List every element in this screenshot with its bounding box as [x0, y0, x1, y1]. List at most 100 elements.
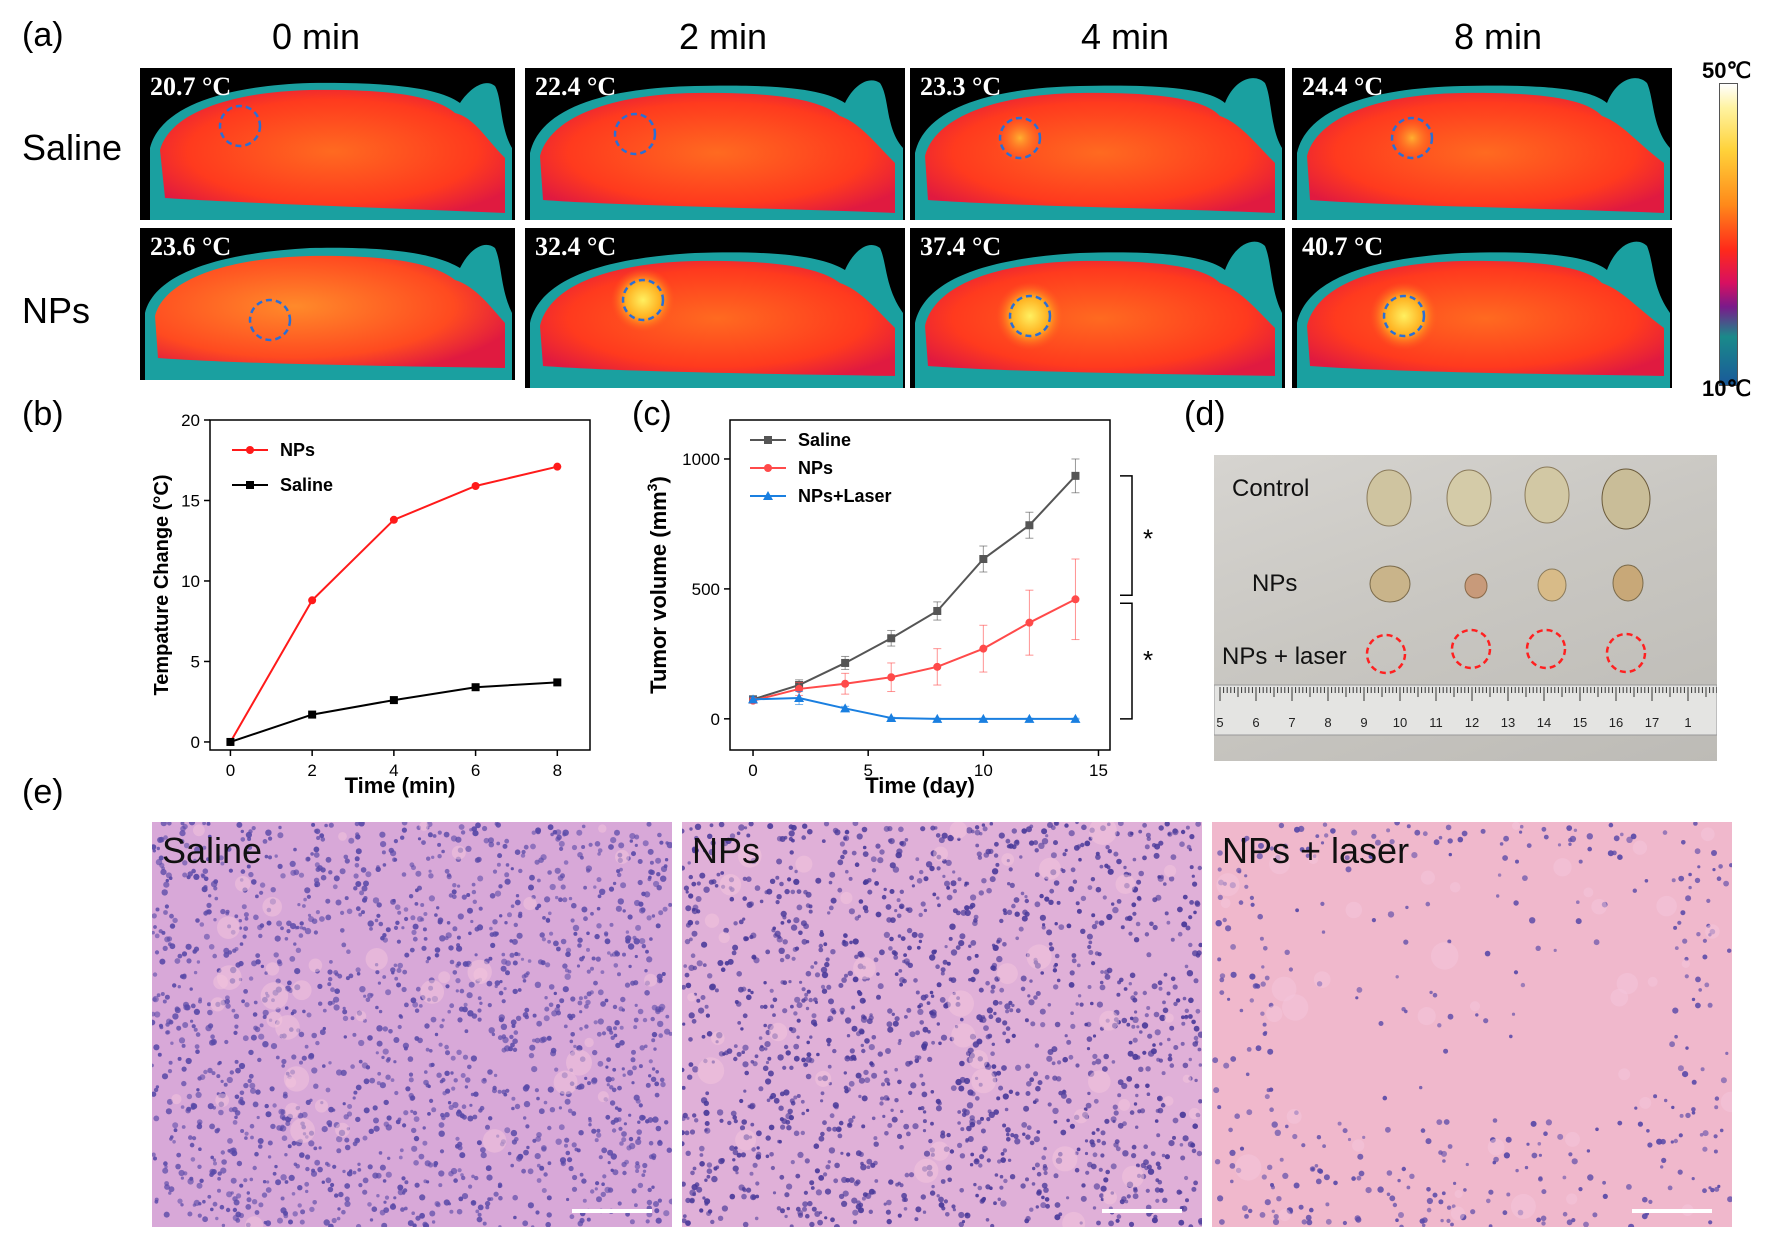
data-point — [553, 462, 562, 471]
series-line — [752, 598, 1076, 702]
x-axis-label: Time (day) — [865, 773, 975, 798]
y-tick-label: 500 — [692, 580, 720, 599]
ruler — [1214, 684, 1717, 736]
time-label-2: 4 min — [1080, 16, 1170, 57]
scale-bar — [1102, 1209, 1182, 1213]
x-tick-label: 15 — [1089, 761, 1108, 780]
histology-nps-laser: NPs + laser — [1212, 822, 1732, 1227]
row-label-saline: Saline — [22, 127, 123, 168]
ruler-number: 1 — [1684, 715, 1691, 730]
thermal-image-nps-2min: 32.4 °C — [525, 228, 905, 388]
significance-star: * — [1143, 524, 1153, 554]
data-point — [748, 694, 759, 704]
empty-circle-3 — [1525, 628, 1567, 670]
thermal-image-saline-0min: 20.7 °C — [140, 68, 515, 220]
panel-label-b: (b) — [22, 395, 64, 433]
chart-c: 0 5 10 15 0 500 1000 Saline NPs NPs+Laser Time (da… — [644, 419, 1153, 798]
histology-label-nps-laser: NPs + laser — [1222, 830, 1410, 871]
tumor-nps-1 — [1369, 565, 1411, 603]
chart-b: 0 2 4 6 8 0 5 10 15 20 NPs Saline Time (min) Tempatur… — [151, 411, 591, 798]
data-point — [1071, 471, 1080, 480]
x-tick-label: 2 — [307, 761, 316, 780]
ruler-number: 7 — [1288, 715, 1295, 730]
data-point — [389, 515, 398, 524]
data-point — [840, 703, 851, 713]
series-line — [230, 681, 558, 743]
x-tick-label: 0 — [748, 761, 757, 780]
x-tick-label: 6 — [471, 761, 480, 780]
empty-circle-2 — [1450, 628, 1492, 670]
legend-entry: NPs — [232, 440, 315, 460]
ruler-number: 10 — [1393, 715, 1407, 730]
ruler-number: 11 — [1429, 715, 1443, 730]
ruler-number: 5 — [1216, 715, 1223, 730]
data-point — [933, 606, 942, 615]
cell-nuclei — [1212, 822, 1732, 1227]
plot-frame — [209, 419, 591, 751]
tumor-control-4 — [1601, 468, 1651, 530]
series-saline — [226, 678, 562, 746]
legend-marker — [246, 481, 254, 489]
row-label-control: Control — [1232, 475, 1310, 502]
legend-marker — [764, 464, 772, 472]
row-label-nps-laser: NPs + laser — [1222, 643, 1347, 670]
thermal-image-saline-2min: 22.4 °C — [525, 68, 905, 220]
data-point — [308, 710, 317, 719]
pink-patches — [1216, 822, 1732, 1222]
data-point — [1024, 713, 1035, 723]
histology-label-nps: NPs — [692, 830, 761, 871]
legend-marker — [764, 436, 772, 444]
thermal-image-saline-4min: 23.3 °C — [910, 68, 1285, 220]
data-point — [887, 673, 896, 682]
data-point — [389, 696, 398, 705]
histology-saline: Saline — [152, 822, 672, 1227]
panel-label-d: (d) — [1184, 395, 1226, 433]
significance-star: * — [1143, 645, 1153, 675]
data-point — [1071, 595, 1080, 604]
data-point — [471, 482, 480, 490]
panel-label-c: (c) — [632, 395, 672, 433]
panel-label-e: (e) — [22, 773, 64, 811]
ruler-number: 9 — [1360, 715, 1367, 730]
empty-circle-4 — [1605, 632, 1647, 674]
data-point — [471, 683, 480, 692]
temp-readout: 40.7 °C — [1302, 232, 1384, 261]
pink-patches — [687, 822, 1201, 1227]
data-point — [933, 662, 942, 671]
significance-brackets: ** — [1120, 475, 1153, 720]
empty-circle-1 — [1365, 633, 1407, 675]
legend-label: Saline — [280, 475, 333, 495]
temp-readout: 37.4 °C — [920, 232, 1002, 261]
ruler-number: 8 — [1324, 715, 1331, 730]
ruler-number: 16 — [1609, 715, 1623, 730]
tumor-control-2 — [1446, 469, 1492, 527]
data-point — [841, 679, 850, 688]
x-tick-label: 0 — [226, 761, 235, 780]
ruler-number: 17 — [1645, 715, 1659, 730]
data-point — [794, 693, 805, 703]
tumor-nps-3 — [1537, 568, 1567, 602]
data-point — [1025, 521, 1034, 530]
series-line — [753, 697, 1076, 720]
pink-patches — [171, 822, 658, 1227]
x-tick-label: 8 — [553, 761, 562, 780]
x-tick-label: 10 — [974, 761, 993, 780]
legend-marker — [763, 491, 773, 500]
data-point — [841, 658, 850, 667]
thermal-image-nps-0min: 23.6 °C — [140, 228, 515, 380]
temp-readout: 24.4 °C — [1302, 72, 1384, 101]
data-point — [1025, 618, 1034, 627]
temp-readout: 23.3 °C — [920, 72, 1002, 101]
tumor-photo: Control NPs NPs + laser 5 6 7 8 9 10 11 12 13 14 1… — [1214, 455, 1717, 761]
tissue-background — [152, 822, 672, 1227]
plot-frame — [729, 419, 1111, 751]
temp-readout: 23.6 °C — [150, 232, 232, 261]
tumor-nps-2 — [1464, 573, 1488, 599]
temp-readout: 20.7 °C — [150, 72, 232, 101]
colorbar-min-label: 10℃ — [1702, 376, 1752, 401]
ruler-number: 12 — [1465, 715, 1479, 730]
data-point — [886, 713, 897, 723]
temp-readout: 32.4 °C — [535, 232, 617, 261]
tissue-background — [1212, 822, 1732, 1227]
legend-entry: Saline — [750, 430, 851, 450]
